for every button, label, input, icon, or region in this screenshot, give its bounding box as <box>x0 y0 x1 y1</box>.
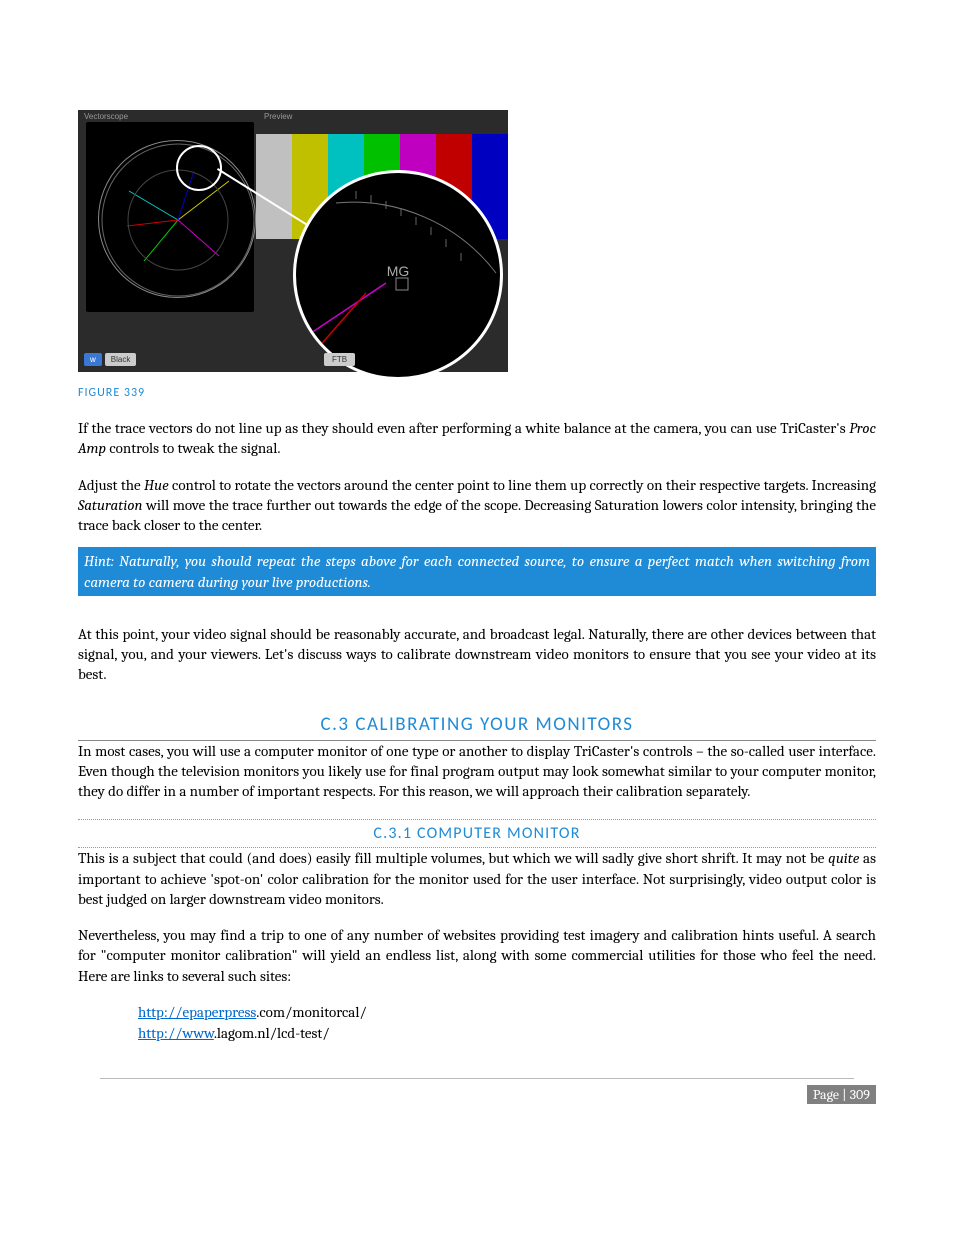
p5-text-a: This is a subject that could (and does) … <box>78 849 828 867</box>
vectorscope-label: Vectorscope <box>84 112 128 121</box>
p2-text-d: Saturation <box>78 496 143 514</box>
link-2: http://www.lagom.nl/lcd-test/ <box>138 1023 876 1044</box>
preview-label: Preview <box>264 112 292 121</box>
paragraph-2: Adjust the Hue control to rotate the vec… <box>78 475 876 536</box>
link-list: http://epaperpress.com/monitorcal/ http:… <box>138 1002 876 1044</box>
figure-image: Vectorscope Preview <box>78 110 508 372</box>
paragraph-4: In most cases, you will use a computer m… <box>78 741 876 802</box>
zoom-circle: MG <box>293 170 503 380</box>
link-2-url[interactable]: http://www <box>138 1024 214 1042</box>
zoom-label: MG <box>387 263 410 279</box>
heading-c3: C.3 CALIBRATING YOUR MONITORS <box>78 713 876 741</box>
figure-button-row: w Black <box>84 353 136 366</box>
hint-box: Hint: Naturally, you should repeat the s… <box>78 547 876 596</box>
paragraph-1: If the trace vectors do not line up as t… <box>78 418 876 459</box>
link-1: http://epaperpress.com/monitorcal/ <box>138 1002 876 1023</box>
p2-text-e: will move the trace further out towards … <box>78 496 876 534</box>
paragraph-5: This is a subject that could (and does) … <box>78 848 876 909</box>
link-1-rest: .com/monitorcal/ <box>256 1003 367 1021</box>
p1-text-a: If the trace vectors do not line up as t… <box>78 419 849 437</box>
p5-text-b: quite <box>828 849 859 867</box>
paragraph-6: Nevertheless, you may find a trip to one… <box>78 925 876 986</box>
link-2-rest: .lagom.nl/lcd-test/ <box>214 1024 330 1042</box>
document-page: Vectorscope Preview <box>0 0 954 1154</box>
figure-caption: FIGURE 339 <box>78 386 876 400</box>
heading-c31: C.3.1 COMPUTER MONITOR <box>78 819 876 848</box>
page-number: Page | 309 <box>807 1085 876 1104</box>
p1-text-c: controls to tweak the signal. <box>106 439 280 457</box>
figure-black-button: Black <box>105 353 137 366</box>
figure-blue-button: w <box>84 353 102 366</box>
p2-text-a: Adjust the <box>78 476 144 494</box>
paragraph-3: At this point, your video signal should … <box>78 624 876 685</box>
p2-text-b: Hue <box>144 476 169 494</box>
p2-text-c: control to rotate the vectors around the… <box>169 476 876 494</box>
page-footer: Page | 309 <box>78 1079 876 1104</box>
link-1-url[interactable]: http://epaperpress <box>138 1003 256 1021</box>
figure-ftb-button: FTB <box>324 353 355 366</box>
